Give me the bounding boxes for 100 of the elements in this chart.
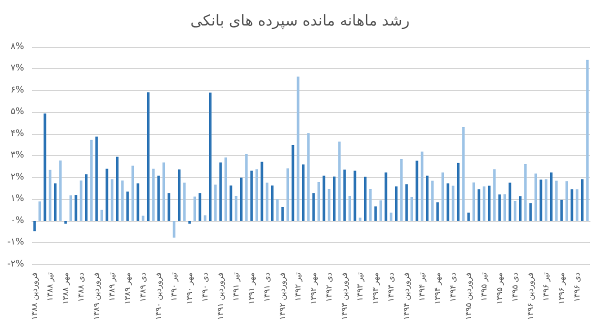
- bar: [131, 166, 134, 221]
- bar: [281, 207, 284, 221]
- x-tick-label: فروردین ۱۳۹۵: [464, 272, 474, 320]
- bar: [354, 170, 356, 221]
- bar: [48, 170, 52, 221]
- bar: [188, 220, 191, 224]
- bar: [420, 152, 424, 221]
- x-tick-label: تیر ۱۳۸۹: [108, 272, 117, 302]
- bar: [307, 133, 310, 221]
- bar: [69, 195, 72, 221]
- bar: [317, 182, 320, 221]
- bar: [580, 179, 584, 221]
- bar: [586, 60, 589, 221]
- x-tick-label: فروردین ۱۳۸۹: [92, 272, 102, 320]
- y-tick-label: -۲%: [7, 259, 24, 270]
- y-tick-label: ۰%: [10, 216, 24, 226]
- bar: [565, 181, 568, 221]
- x-tick-label: فروردین ۱۳۸۸: [30, 272, 40, 320]
- y-tick-label: ۲%: [10, 172, 24, 182]
- bar: [374, 206, 377, 221]
- bar: [204, 215, 206, 221]
- bar: [328, 188, 330, 221]
- bar: [452, 186, 454, 221]
- x-tick-label: مهر ۱۳۹۳: [371, 272, 380, 305]
- bar: [126, 192, 129, 221]
- bar: [570, 189, 574, 221]
- bar: [555, 180, 558, 221]
- bar: [358, 218, 362, 221]
- bar: [550, 172, 553, 221]
- bar: [296, 76, 300, 221]
- x-tick-label: دی ۱۳۹۶: [572, 272, 582, 302]
- bar: [534, 174, 538, 221]
- y-tick-label: ۴%: [10, 128, 24, 139]
- bar: [193, 196, 196, 221]
- bar: [456, 162, 460, 221]
- x-tick-label: دی ۱۳۸۸: [76, 272, 86, 302]
- bar: [136, 183, 140, 221]
- bar: [498, 194, 501, 221]
- bar: [219, 162, 222, 221]
- bar: [121, 180, 124, 221]
- x-tick-label: دی ۱۳۹۳: [386, 272, 396, 302]
- x-tick-label: دی ۱۳۸۹: [138, 272, 148, 302]
- x-tick-label: دی ۱۳۹۱: [262, 272, 272, 302]
- bar: [250, 170, 253, 221]
- bar: [400, 158, 403, 221]
- bar: [493, 169, 496, 221]
- bar: [198, 193, 202, 221]
- x-tick-label: مهر ۱۳۸۹: [123, 272, 132, 305]
- bar: [208, 92, 212, 221]
- bar: [364, 176, 367, 221]
- bar: [38, 201, 42, 221]
- bar: [410, 197, 414, 221]
- bar: [322, 176, 326, 221]
- bar: [146, 92, 150, 221]
- bar: [54, 183, 57, 221]
- bar: [255, 169, 258, 221]
- x-tick-label: دی ۱۳۹۰: [200, 272, 210, 302]
- bar: [110, 179, 114, 221]
- bar: [426, 176, 429, 221]
- bar: [240, 178, 243, 221]
- x-tick-label: مهر ۱۳۹۱: [247, 272, 256, 305]
- bar: [292, 145, 294, 221]
- x-tick-label: تیر ۱۳۹۰: [170, 272, 179, 302]
- bar: [116, 156, 119, 221]
- bar: [518, 196, 522, 221]
- x-tick-label: دی ۱۳۹۵: [510, 272, 520, 302]
- bar: [431, 180, 434, 221]
- x-tick-label: فروردین ۱۳۹۲: [278, 272, 288, 320]
- bar: [488, 186, 491, 221]
- bar: [33, 220, 36, 232]
- bar: [441, 172, 444, 221]
- y-tick-label: ۳%: [10, 150, 24, 161]
- bar: [482, 186, 486, 221]
- chart-title: رشد ماهانه مانده سپرده های بانکی: [190, 12, 410, 30]
- x-tick-label: مهر ۱۳۹۰: [185, 272, 194, 305]
- y-tick-label: ۸%: [10, 42, 24, 52]
- y-tick-label: ۵%: [10, 107, 24, 118]
- bar: [478, 189, 480, 221]
- bar: [59, 160, 62, 221]
- x-tick-label: فروردین ۱۳۹۰: [154, 272, 164, 320]
- bar: [234, 196, 238, 221]
- x-tick-label: دی ۱۳۹۲: [324, 272, 334, 302]
- bar: [332, 176, 336, 221]
- bar: [106, 168, 108, 221]
- x-tick-label: فروردین ۱۳۹۱: [216, 272, 226, 320]
- x-tick-label: تیر ۱۳۹۴: [418, 272, 427, 302]
- bar: [312, 193, 315, 221]
- bar: [503, 194, 506, 221]
- bar: [416, 160, 418, 221]
- y-tick-label: ۶%: [10, 85, 24, 96]
- x-tick-label: دی ۱۳۹۴: [448, 272, 458, 302]
- bar: [142, 216, 144, 221]
- bar: [74, 195, 78, 221]
- bar: [95, 136, 98, 221]
- bar: [178, 169, 181, 221]
- bar: [369, 188, 372, 221]
- bar: [224, 157, 228, 221]
- bar: [348, 196, 352, 221]
- bar: [260, 162, 264, 221]
- x-tick-label: تیر ۱۳۹۲: [294, 272, 303, 302]
